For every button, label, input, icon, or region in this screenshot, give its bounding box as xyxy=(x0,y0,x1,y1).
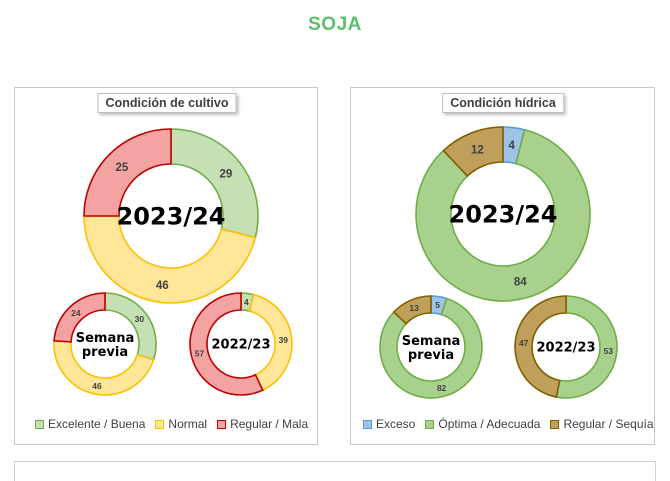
legend-label: Regular / Sequía xyxy=(563,417,654,431)
legend-item-regular-sequia: Regular / Sequía xyxy=(550,417,654,431)
legend-label: Exceso xyxy=(376,417,416,431)
legend-label: Óptima / Adecuada xyxy=(438,417,541,431)
data-label: 39 xyxy=(279,335,289,345)
page-title: SOJA xyxy=(308,14,362,35)
ring-center-label: 2022/23 xyxy=(211,338,270,353)
donut-slice-2 xyxy=(392,295,432,325)
legend-item-exceso: Exceso xyxy=(363,417,415,431)
data-label: 5 xyxy=(435,300,440,310)
data-label: 53 xyxy=(604,346,614,356)
donut-slice-1 xyxy=(555,295,618,399)
ring-center-label: previa xyxy=(82,345,128,360)
legend-swatch-green xyxy=(35,419,44,429)
donut-slice-2 xyxy=(514,295,567,399)
data-label: 46 xyxy=(92,381,102,391)
next-section-frame xyxy=(14,461,656,481)
legend-swatch-yellow xyxy=(155,419,165,429)
donut-slice-2 xyxy=(442,126,504,178)
donut-slice-2 xyxy=(189,292,264,396)
ring-center-label: previa xyxy=(408,348,454,363)
legend-label: Excelente / Buena xyxy=(48,417,146,431)
donut-slice-2 xyxy=(83,128,172,217)
ring-center-label: Semana xyxy=(76,331,135,346)
data-label: 82 xyxy=(437,383,447,393)
data-label: 29 xyxy=(220,169,233,181)
legend-swatch-blue xyxy=(363,419,372,429)
crop-condition-title: Condición de cultivo xyxy=(97,93,237,113)
data-label: 30 xyxy=(135,314,145,324)
ring-center-label: Semana xyxy=(402,334,461,349)
legend-item-regular-mala: Regular / Mala xyxy=(217,417,308,431)
donut-slice-1 xyxy=(83,215,257,304)
donut-slice-1 xyxy=(415,128,591,302)
water-condition-legend: Exceso Óptima / Adecuada Regular / Sequí… xyxy=(363,417,654,431)
data-label: 4 xyxy=(244,297,249,307)
data-label: 4 xyxy=(509,140,516,152)
data-label: 12 xyxy=(471,145,484,157)
ring-center-label: 2022/23 xyxy=(536,341,595,356)
ring-center-label: 2023/24 xyxy=(117,203,226,231)
data-label: 46 xyxy=(156,280,169,292)
data-label: 57 xyxy=(195,348,205,358)
legend-swatch-green xyxy=(425,419,435,429)
data-label: 24 xyxy=(71,308,81,318)
ring-center-label: 2023/24 xyxy=(449,201,558,229)
legend-label: Regular / Mala xyxy=(230,417,309,431)
water-condition-title: Condición hídrica xyxy=(442,93,564,113)
donut-slice-0 xyxy=(170,128,259,239)
legend-swatch-brown xyxy=(550,419,560,429)
legend-item-excelente-buena: Excelente / Buena xyxy=(35,417,145,431)
legend-label: Normal xyxy=(168,417,208,431)
data-label: 25 xyxy=(115,162,128,174)
crop-condition-legend: Excelente / Buena Normal Regular / Mala xyxy=(35,417,308,431)
water-condition-panel: Condición hídrica 4 84 12 2023/24 5 82 13 Seman… xyxy=(350,87,655,445)
data-label: 47 xyxy=(519,338,529,348)
data-label: 84 xyxy=(514,276,527,288)
legend-item-optima-adecuada: Óptima / Adecuada xyxy=(425,417,540,431)
donut-slice-2 xyxy=(53,292,106,343)
legend-item-normal: Normal xyxy=(155,417,207,431)
crop-condition-panel: Condición de cultivo 29 46 25 2023/24 30 46 24… xyxy=(14,87,318,445)
legend-swatch-red xyxy=(217,419,227,429)
data-label: 13 xyxy=(409,303,419,313)
